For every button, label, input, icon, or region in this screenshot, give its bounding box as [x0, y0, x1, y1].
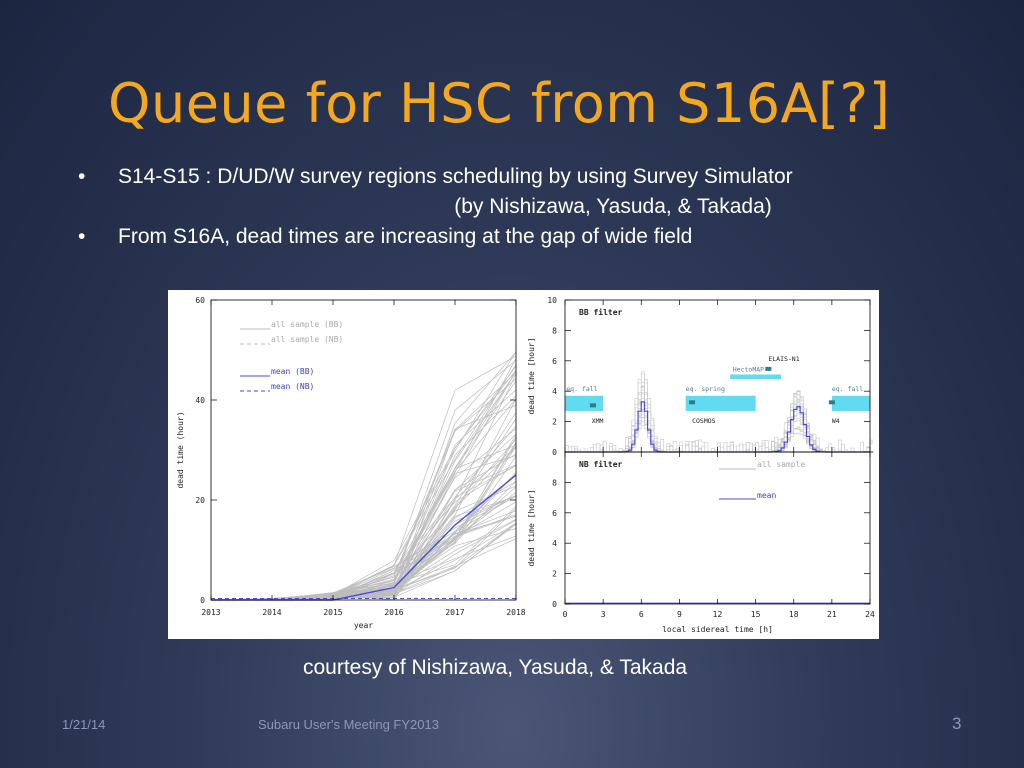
legend-label: all sample (NB)	[271, 335, 343, 344]
x-tick-label: 9	[677, 610, 682, 619]
sample-histogram	[565, 409, 874, 453]
y-tick-label: 6	[552, 509, 557, 518]
legend-label: mean (NB)	[271, 382, 314, 391]
y-tick-label: 8	[552, 326, 557, 335]
x-tick-label: 2018	[506, 608, 525, 617]
sample-line	[210, 437, 517, 601]
bb-plot-frame	[564, 299, 871, 453]
y-tick-label: 8	[552, 478, 557, 487]
y-tick-label: 60	[195, 296, 205, 305]
figure-panel: 2013 2014 2015 2016 2017 2018 0 20 40 60 year dead …	[168, 290, 879, 639]
region-label: W4	[832, 417, 840, 425]
panel-label: BB filter	[579, 307, 623, 317]
sample-histogram	[565, 371, 874, 453]
y-axis-label: dead time [hour]	[527, 337, 536, 414]
x-axis-label: year	[354, 621, 373, 630]
y-tick-label: 0	[552, 600, 557, 609]
y-tick-label: 20	[195, 496, 205, 505]
region-label: ELAIS-N1	[768, 355, 799, 363]
bullet-subline: (by Nishizawa, Yasuda, & Takada)	[454, 195, 772, 218]
bullet-marker: •	[78, 165, 86, 188]
y-tick-label: 10	[547, 296, 557, 305]
field-marker	[589, 403, 596, 408]
y-tick-label: 4	[552, 387, 557, 396]
sample-line	[210, 404, 517, 601]
sample-line	[210, 398, 517, 601]
sample-line	[210, 389, 517, 601]
x-axis-label: local sidereal time [h]	[662, 625, 773, 634]
sample-line	[210, 523, 517, 601]
x-tick-label: 24	[865, 610, 875, 619]
x-tick-label: 2017	[445, 608, 464, 617]
x-tick-label: 12	[713, 610, 723, 619]
legend-label: all sample (BB)	[271, 320, 343, 329]
sample-histogram	[565, 421, 874, 453]
region-label: eq. fall	[566, 385, 597, 393]
region-label: HectoMAP	[733, 365, 764, 373]
x-tick-label: 2015	[323, 608, 342, 617]
footer-event: Subaru User's Meeting FY2013	[258, 717, 439, 732]
x-tick-label: 6	[639, 610, 644, 619]
survey-region-bar	[730, 374, 782, 380]
nb-plot-frame	[564, 451, 871, 605]
survey-region-bar	[831, 395, 870, 411]
sample-line	[210, 442, 517, 601]
legend-label: mean (BB)	[271, 367, 314, 376]
sample-line	[210, 447, 517, 601]
panel-label: NB filter	[579, 459, 623, 469]
y-tick-label: 0	[200, 596, 205, 605]
figure-svg: 2013 2014 2015 2016 2017 20180204060yeardead …	[176, 296, 875, 634]
y-tick-label: 2	[552, 418, 557, 427]
x-tick-label: 18	[789, 610, 799, 619]
bullet-line: S14-S15 : D/UD/W survey regions scheduli…	[118, 165, 793, 188]
y-tick-label: 6	[552, 357, 557, 366]
x-tick-label: 21	[827, 610, 837, 619]
left-plot-frame	[210, 299, 517, 601]
x-tick-label: 15	[751, 610, 761, 619]
sample-line	[210, 369, 517, 601]
figure-caption: courtesy of Nishizawa, Yasuda, & Takada	[303, 656, 688, 679]
bullet-text: S14-S15 : D/UD/W survey regions scheduli…	[118, 162, 998, 222]
sample-line	[210, 359, 517, 601]
legend-label: mean	[757, 491, 776, 500]
y-axis-label: dead time (hour)	[176, 411, 185, 488]
slide-title: Queue for HSC from S16A[?]	[108, 72, 891, 135]
x-tick-label: 3	[601, 610, 606, 619]
sample-line	[210, 365, 517, 601]
footer-date: 1/21/14	[62, 717, 106, 732]
page-number: 3	[952, 714, 962, 733]
y-tick-label: 4	[552, 539, 557, 548]
bullet-list: • S14-S15 : D/UD/W survey regions schedu…	[78, 162, 998, 252]
y-tick-label: 2	[552, 570, 557, 579]
y-axis-label: dead time [hour]	[527, 489, 536, 566]
region-label: COSMOS	[692, 417, 716, 425]
field-marker	[765, 366, 772, 371]
x-tick-label: 2013	[201, 608, 220, 617]
sample-line	[210, 486, 517, 601]
x-tick-label: 2014	[262, 608, 281, 617]
x-tick-label: 0	[563, 610, 568, 619]
bullet-item: • From S16A, dead times are increasing a…	[78, 222, 998, 252]
sample-line	[210, 398, 517, 601]
y-tick-label: 0	[552, 448, 557, 457]
bullet-item: • S14-S15 : D/UD/W survey regions schedu…	[78, 162, 998, 222]
bullet-text: From S16A, dead times are increasing at …	[118, 225, 693, 248]
legend-label: all sample	[757, 460, 805, 469]
survey-region-bar	[565, 395, 604, 411]
field-marker	[689, 400, 696, 405]
sample-line	[210, 355, 517, 601]
region-label: XMM	[592, 417, 604, 425]
field-marker	[828, 400, 835, 405]
region-label: eq. fall	[832, 385, 863, 393]
survey-region-bar	[685, 395, 756, 411]
region-label: eq. spring	[686, 385, 725, 393]
bullet-marker: •	[78, 225, 86, 248]
x-tick-label: 2016	[384, 608, 403, 617]
y-tick-label: 40	[195, 396, 205, 405]
